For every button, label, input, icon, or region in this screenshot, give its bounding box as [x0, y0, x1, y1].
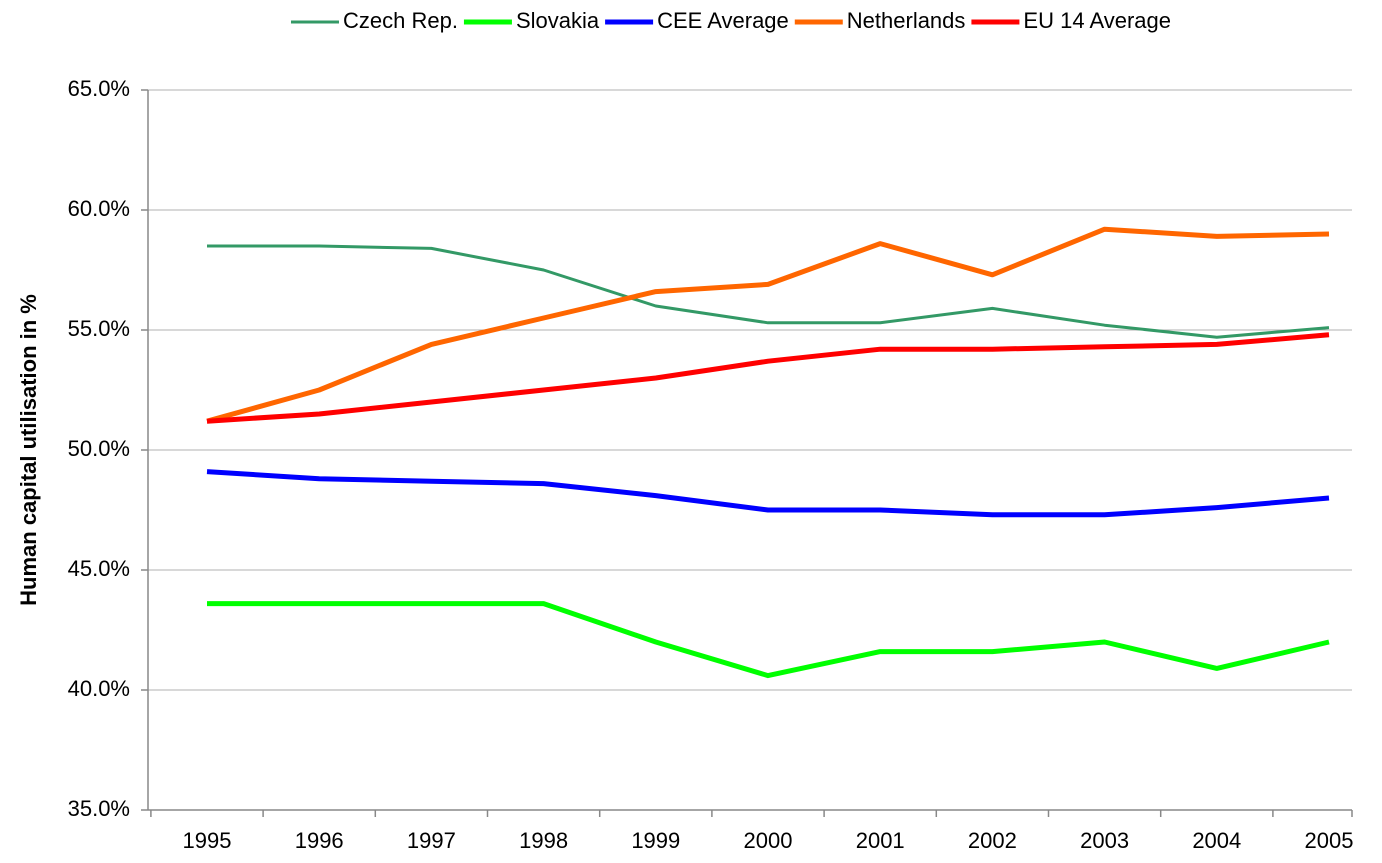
y-tick-label: 65.0%: [68, 76, 130, 101]
x-tick-label: 2000: [744, 828, 793, 853]
y-tick-label: 55.0%: [68, 316, 130, 341]
x-tick-label: 1999: [631, 828, 680, 853]
series-line: [207, 601, 1330, 679]
y-tick-label: 60.0%: [68, 196, 130, 221]
legend-label: CEE Average: [657, 8, 789, 33]
x-tick-label: 2002: [968, 828, 1017, 853]
legend-label: EU 14 Average: [1023, 8, 1171, 33]
x-tick-label: 1995: [183, 828, 232, 853]
y-axis-label: Human capital utilisation in %: [16, 294, 41, 606]
series-line: [206, 469, 1330, 518]
legend-label: Czech Rep.: [343, 8, 458, 33]
x-tick-label: 1996: [295, 828, 344, 853]
legend-label: Slovakia: [516, 8, 600, 33]
legend-label: Netherlands: [847, 8, 966, 33]
x-tick-label: 2005: [1305, 828, 1354, 853]
x-tick-label: 1998: [519, 828, 568, 853]
x-tick-label: 1997: [407, 828, 456, 853]
x-tick-label: 2003: [1080, 828, 1129, 853]
series-line: [206, 332, 1330, 424]
x-tick-label: 2001: [856, 828, 905, 853]
series-line: [207, 244, 1330, 339]
y-tick-label: 35.0%: [68, 796, 130, 821]
x-tick-label: 2004: [1192, 828, 1241, 853]
y-tick-label: 40.0%: [68, 676, 130, 701]
series-line: [206, 226, 1330, 424]
y-tick-label: 45.0%: [68, 556, 130, 581]
y-tick-label: 50.0%: [68, 436, 130, 461]
